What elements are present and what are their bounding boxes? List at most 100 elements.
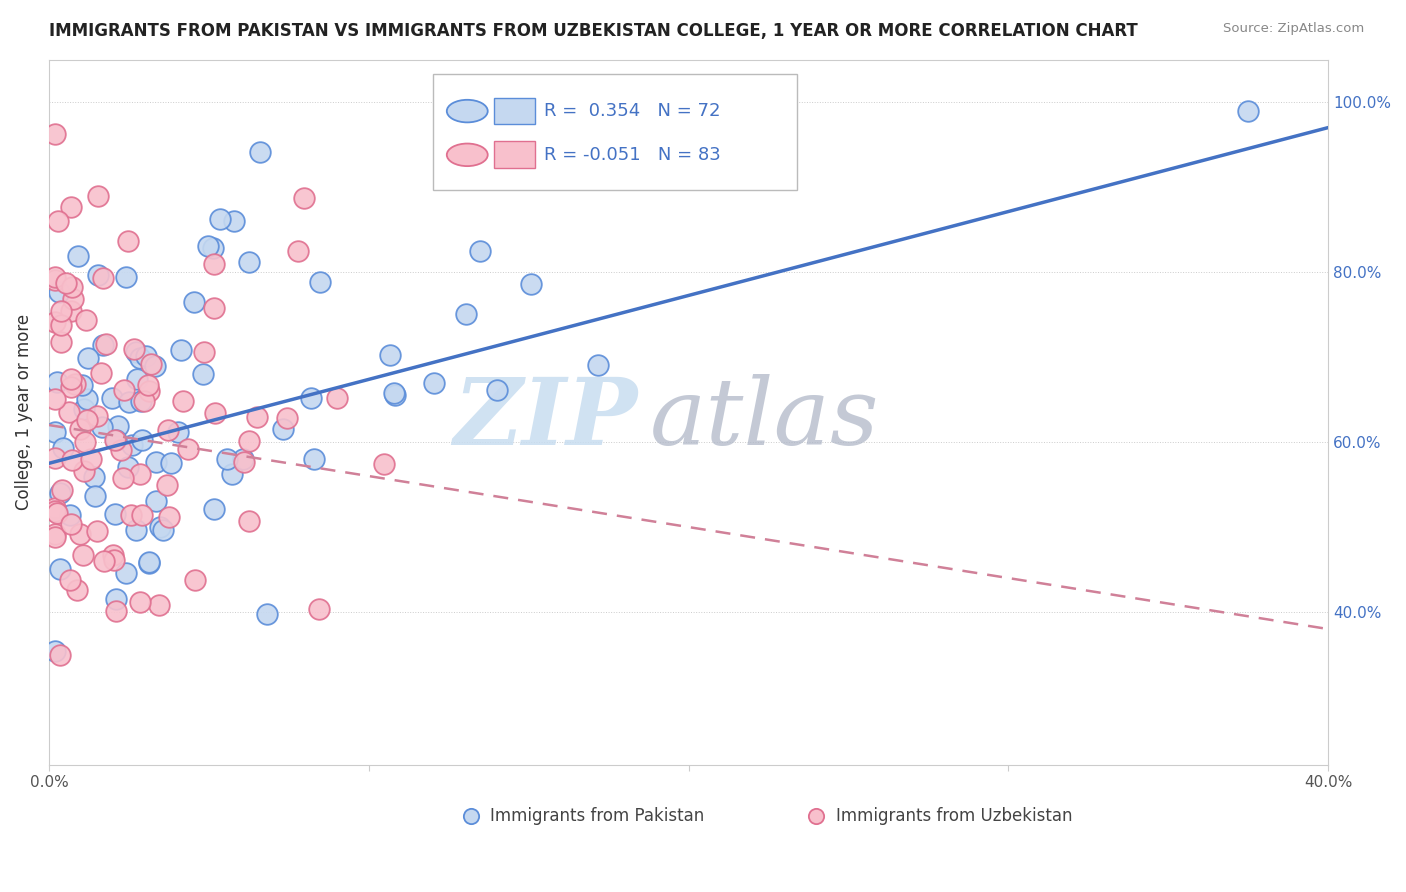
Point bbox=[302, 452, 325, 467]
Point bbox=[131, 434, 153, 448]
FancyBboxPatch shape bbox=[494, 98, 536, 125]
Point bbox=[222, 213, 245, 227]
Point bbox=[183, 295, 205, 310]
Point bbox=[103, 552, 125, 566]
Text: R = -0.051   N = 83: R = -0.051 N = 83 bbox=[544, 145, 721, 164]
Point bbox=[58, 508, 80, 522]
Point bbox=[51, 483, 73, 497]
Point bbox=[170, 343, 193, 357]
Point bbox=[184, 573, 207, 587]
Y-axis label: College, 1 year or more: College, 1 year or more bbox=[15, 314, 32, 510]
Point bbox=[83, 470, 105, 484]
Point bbox=[456, 307, 478, 321]
Point bbox=[44, 530, 66, 544]
Point bbox=[125, 523, 148, 537]
Point bbox=[276, 410, 298, 425]
Point bbox=[131, 508, 153, 523]
Point bbox=[117, 234, 139, 248]
Point bbox=[55, 277, 77, 291]
Point bbox=[238, 434, 260, 449]
Point bbox=[172, 393, 194, 408]
Point bbox=[72, 402, 94, 417]
Point bbox=[86, 524, 108, 538]
Point bbox=[44, 425, 66, 440]
Point bbox=[66, 249, 89, 263]
Text: Source: ZipAtlas.com: Source: ZipAtlas.com bbox=[1223, 22, 1364, 36]
Point bbox=[120, 508, 142, 522]
Point bbox=[191, 367, 214, 381]
Point bbox=[520, 277, 543, 291]
Point bbox=[44, 500, 66, 515]
Point bbox=[271, 422, 294, 436]
Point bbox=[221, 467, 243, 481]
Text: atlas: atlas bbox=[650, 375, 880, 465]
Point bbox=[84, 489, 107, 503]
Point bbox=[49, 334, 72, 349]
Point bbox=[49, 648, 72, 662]
Point bbox=[204, 301, 226, 315]
Point bbox=[177, 442, 200, 457]
Point bbox=[59, 372, 82, 386]
Point bbox=[382, 386, 405, 401]
FancyBboxPatch shape bbox=[494, 142, 536, 169]
Point bbox=[59, 516, 82, 531]
Point bbox=[209, 211, 232, 226]
Point bbox=[246, 409, 269, 424]
Point bbox=[308, 602, 330, 616]
Point bbox=[197, 239, 219, 253]
Point bbox=[60, 453, 83, 467]
Point bbox=[121, 438, 143, 452]
Point bbox=[129, 393, 152, 408]
Point bbox=[44, 504, 66, 518]
Point bbox=[423, 376, 446, 391]
Point bbox=[586, 358, 609, 372]
Point bbox=[69, 422, 91, 436]
Text: Immigrants from Uzbekistan: Immigrants from Uzbekistan bbox=[835, 807, 1073, 825]
Point bbox=[373, 457, 395, 471]
Point bbox=[114, 270, 136, 285]
Point bbox=[58, 405, 80, 419]
Point bbox=[129, 467, 152, 482]
Point bbox=[49, 485, 72, 500]
Point bbox=[202, 501, 225, 516]
Point bbox=[141, 358, 163, 372]
Point bbox=[103, 507, 125, 521]
Point bbox=[238, 255, 260, 269]
Point bbox=[325, 391, 347, 405]
Point bbox=[124, 342, 146, 356]
Point bbox=[62, 293, 84, 307]
Point bbox=[48, 285, 70, 299]
Point bbox=[145, 455, 167, 469]
Point bbox=[66, 583, 89, 598]
Point bbox=[204, 406, 226, 420]
Point bbox=[91, 337, 114, 351]
Point bbox=[52, 442, 75, 456]
Point bbox=[72, 548, 94, 562]
Point bbox=[90, 366, 112, 380]
Point bbox=[87, 268, 110, 283]
Point bbox=[46, 214, 69, 228]
Point bbox=[76, 351, 98, 365]
Point bbox=[202, 256, 225, 270]
Point bbox=[238, 514, 260, 528]
Point bbox=[51, 318, 73, 332]
Point bbox=[124, 344, 146, 359]
Point bbox=[117, 460, 139, 475]
Point bbox=[105, 433, 128, 447]
Point bbox=[152, 523, 174, 537]
Point bbox=[470, 244, 492, 258]
Point bbox=[91, 271, 114, 285]
Point bbox=[48, 561, 70, 575]
Point bbox=[384, 388, 406, 402]
Circle shape bbox=[447, 144, 488, 166]
Text: Immigrants from Pakistan: Immigrants from Pakistan bbox=[491, 807, 704, 825]
Point bbox=[44, 392, 66, 407]
Text: ZIP: ZIP bbox=[453, 375, 637, 465]
Point bbox=[157, 423, 180, 437]
Text: IMMIGRANTS FROM PAKISTAN VS IMMIGRANTS FROM UZBEKISTAN COLLEGE, 1 YEAR OR MORE C: IMMIGRANTS FROM PAKISTAN VS IMMIGRANTS F… bbox=[49, 22, 1137, 40]
Point bbox=[1237, 103, 1260, 118]
Point bbox=[309, 275, 332, 289]
Point bbox=[135, 349, 157, 363]
Point bbox=[104, 591, 127, 606]
Point bbox=[287, 244, 309, 259]
